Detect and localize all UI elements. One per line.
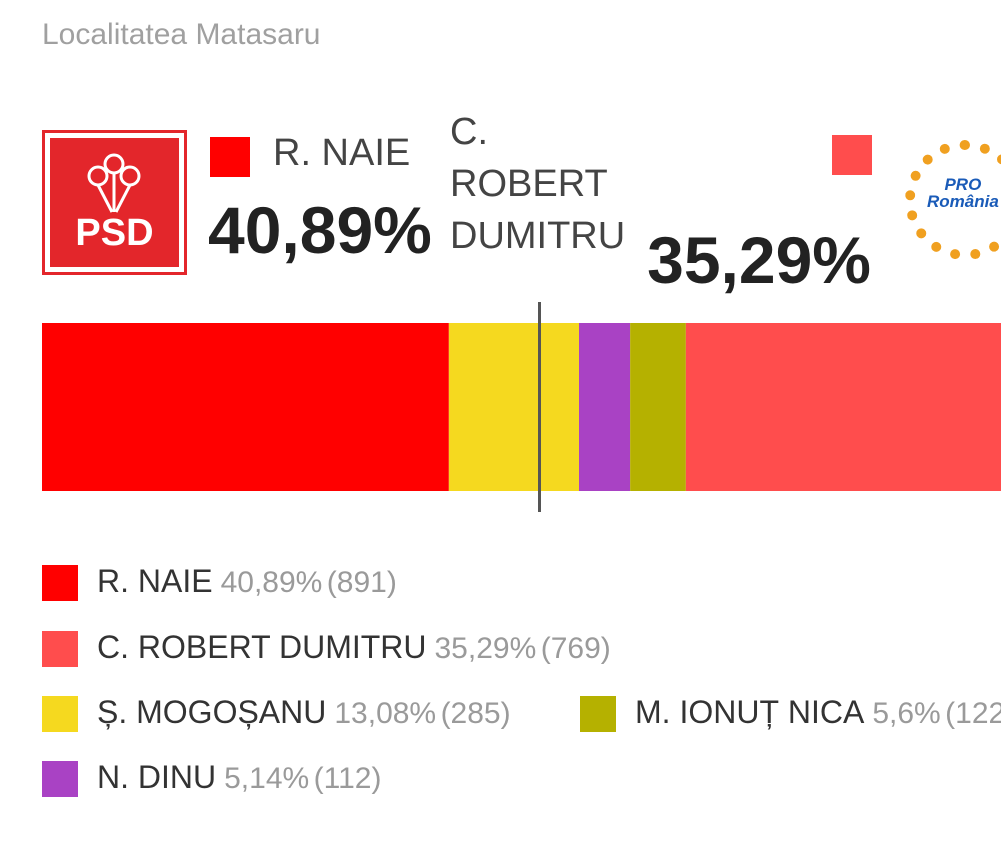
legend-name: C. ROBERT DUMITRU [97, 629, 427, 665]
bar-segment [579, 323, 631, 491]
logo-text: PRO România [927, 176, 999, 210]
legend-name: Ș. MOGOȘANU [97, 694, 327, 730]
bar-segment [630, 323, 686, 491]
legend-name: M. IONUȚ NICA [635, 694, 865, 730]
legend-percent: 13,08% [334, 697, 437, 730]
legend-entry: Ș. MOGOȘANU 13,08% (285) [97, 694, 511, 731]
candidate-swatch [832, 135, 872, 175]
candidate-swatch [210, 137, 250, 177]
logo-line: România [927, 192, 999, 211]
bar-segment [448, 323, 580, 491]
title: Localitatea Matasaru [42, 18, 321, 51]
legend-votes: (112) [313, 762, 382, 795]
legend-votes: (769) [540, 632, 611, 665]
bar-segment [42, 323, 449, 491]
bar-segment [685, 323, 1001, 491]
legend-entry: C. ROBERT DUMITRU 35,29% (769) [97, 629, 611, 666]
rose-icon [87, 153, 141, 213]
logo-background: PSD [50, 138, 179, 267]
legend-swatch [42, 761, 78, 797]
legend-votes: (122) [945, 697, 1001, 730]
logo-text: PSD [75, 212, 154, 254]
logo-line: PRO [944, 175, 982, 194]
pro-romania-logo: PRO România [905, 140, 1001, 260]
legend-entry: R. NAIE 40,89% (891) [97, 563, 397, 600]
legend-percent: 5,6% [872, 697, 941, 730]
legend-name: R. NAIE [97, 563, 213, 599]
legend-swatch [42, 696, 78, 732]
legend-swatch [42, 631, 78, 667]
legend-swatch [580, 696, 616, 732]
psd-logo: PSD [42, 130, 187, 275]
candidate-name: R. NAIE [273, 132, 411, 174]
legend-votes: (891) [326, 566, 397, 599]
legend-percent: 40,89% [220, 566, 323, 599]
legend-entry: N. DINU 5,14% (112) [97, 759, 381, 796]
legend-percent: 5,14% [224, 762, 310, 795]
legend-entry: M. IONUȚ NICA 5,6% (122) [635, 694, 1001, 731]
candidate-percent: 35,29% [647, 223, 871, 297]
legend-votes: (285) [440, 697, 511, 730]
legend-percent: 35,29% [434, 632, 537, 665]
legend-name: N. DINU [97, 759, 217, 795]
candidate-name: C. ROBERT DUMITRU [450, 111, 626, 257]
legend-swatch [42, 565, 78, 601]
candidate-percent: 40,89% [208, 193, 432, 267]
